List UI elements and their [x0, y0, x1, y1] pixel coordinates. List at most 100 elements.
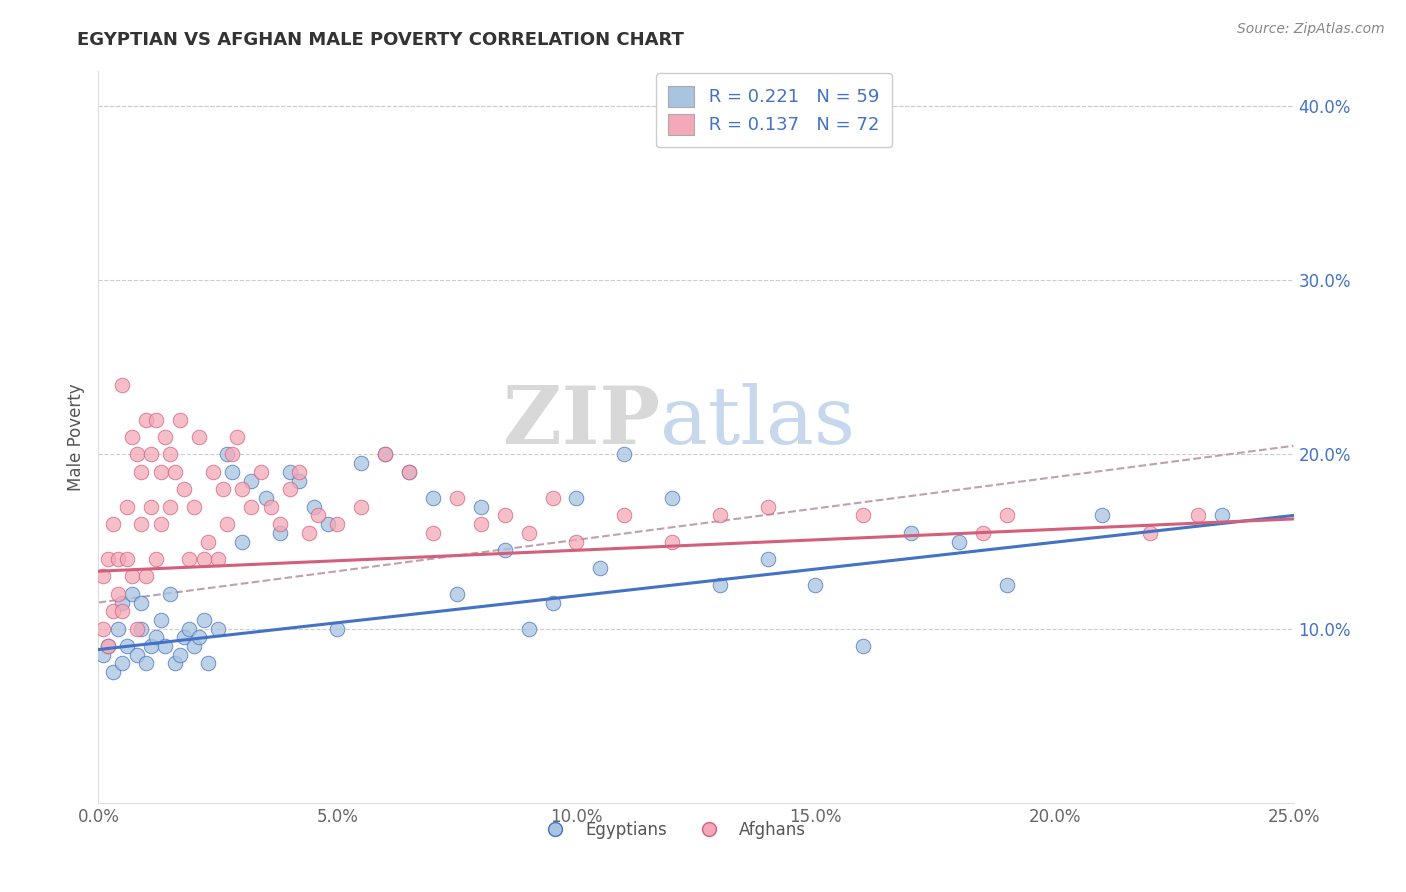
Point: [139, 500, 162, 514]
Point: [187, 631, 209, 645]
Point: [111, 657, 134, 671]
Point: [541, 595, 564, 609]
Point: [97, 639, 120, 653]
Point: [115, 500, 138, 514]
Point: [101, 517, 124, 532]
Text: atlas: atlas: [661, 384, 855, 461]
Point: [121, 569, 143, 583]
Point: [183, 639, 205, 653]
Point: [217, 448, 239, 462]
Point: [269, 517, 291, 532]
Point: [91, 622, 114, 636]
Point: [169, 412, 191, 426]
Point: [446, 491, 468, 505]
Point: [221, 448, 243, 462]
Point: [107, 622, 129, 636]
Point: [111, 377, 134, 392]
Point: [149, 465, 172, 479]
Point: [852, 508, 875, 523]
Point: [240, 500, 263, 514]
Point: [1211, 508, 1233, 523]
Point: [145, 412, 167, 426]
Point: [107, 552, 129, 566]
Point: [494, 508, 516, 523]
Point: [121, 587, 143, 601]
Point: [470, 500, 492, 514]
Point: [517, 525, 540, 540]
Point: [302, 500, 325, 514]
Point: [278, 465, 301, 479]
Point: [101, 665, 124, 680]
Point: [111, 595, 134, 609]
Point: [145, 552, 167, 566]
Point: [131, 622, 153, 636]
Point: [661, 491, 683, 505]
Point: [135, 657, 157, 671]
Point: [159, 448, 181, 462]
Point: [316, 517, 339, 532]
Point: [226, 430, 249, 444]
Point: [139, 448, 162, 462]
Point: [173, 631, 195, 645]
Point: [231, 483, 253, 497]
Point: [131, 465, 153, 479]
Point: [259, 500, 281, 514]
Point: [91, 569, 114, 583]
Point: [298, 525, 321, 540]
Point: [231, 534, 253, 549]
Point: [111, 604, 134, 618]
Point: [350, 500, 373, 514]
Point: [179, 552, 201, 566]
Point: [307, 508, 329, 523]
Point: [149, 613, 172, 627]
Point: [155, 430, 177, 444]
Point: [135, 412, 157, 426]
Point: [613, 508, 636, 523]
Point: [565, 491, 588, 505]
Point: [494, 543, 516, 558]
Point: [661, 534, 683, 549]
Point: [422, 491, 444, 505]
Point: [1091, 508, 1114, 523]
Point: [398, 465, 420, 479]
Point: [278, 483, 301, 497]
Point: [217, 517, 239, 532]
Point: [197, 657, 219, 671]
Point: [115, 639, 138, 653]
Point: [121, 430, 143, 444]
Point: [254, 491, 277, 505]
Point: [125, 648, 148, 662]
Point: [101, 604, 124, 618]
Point: [179, 622, 201, 636]
Text: Source: ZipAtlas.com: Source: ZipAtlas.com: [1237, 22, 1385, 37]
Text: ZIP: ZIP: [503, 384, 661, 461]
Point: [202, 465, 225, 479]
Point: [107, 587, 129, 601]
Point: [470, 517, 492, 532]
Y-axis label: Male Poverty: Male Poverty: [66, 384, 84, 491]
Text: EGYPTIAN VS AFGHAN MALE POVERTY CORRELATION CHART: EGYPTIAN VS AFGHAN MALE POVERTY CORRELAT…: [77, 31, 685, 49]
Point: [288, 474, 311, 488]
Point: [240, 474, 263, 488]
Point: [155, 639, 177, 653]
Point: [517, 622, 540, 636]
Point: [613, 448, 636, 462]
Point: [211, 483, 233, 497]
Point: [326, 622, 349, 636]
Point: [250, 465, 273, 479]
Point: [125, 448, 148, 462]
Point: [169, 648, 191, 662]
Point: [541, 491, 564, 505]
Point: [374, 448, 396, 462]
Point: [948, 534, 970, 549]
Point: [995, 508, 1018, 523]
Point: [422, 525, 444, 540]
Point: [756, 552, 779, 566]
Point: [187, 430, 209, 444]
Point: [852, 639, 875, 653]
Point: [97, 639, 120, 653]
Point: [197, 534, 219, 549]
Point: [269, 525, 291, 540]
Point: [804, 578, 827, 592]
Point: [374, 448, 396, 462]
